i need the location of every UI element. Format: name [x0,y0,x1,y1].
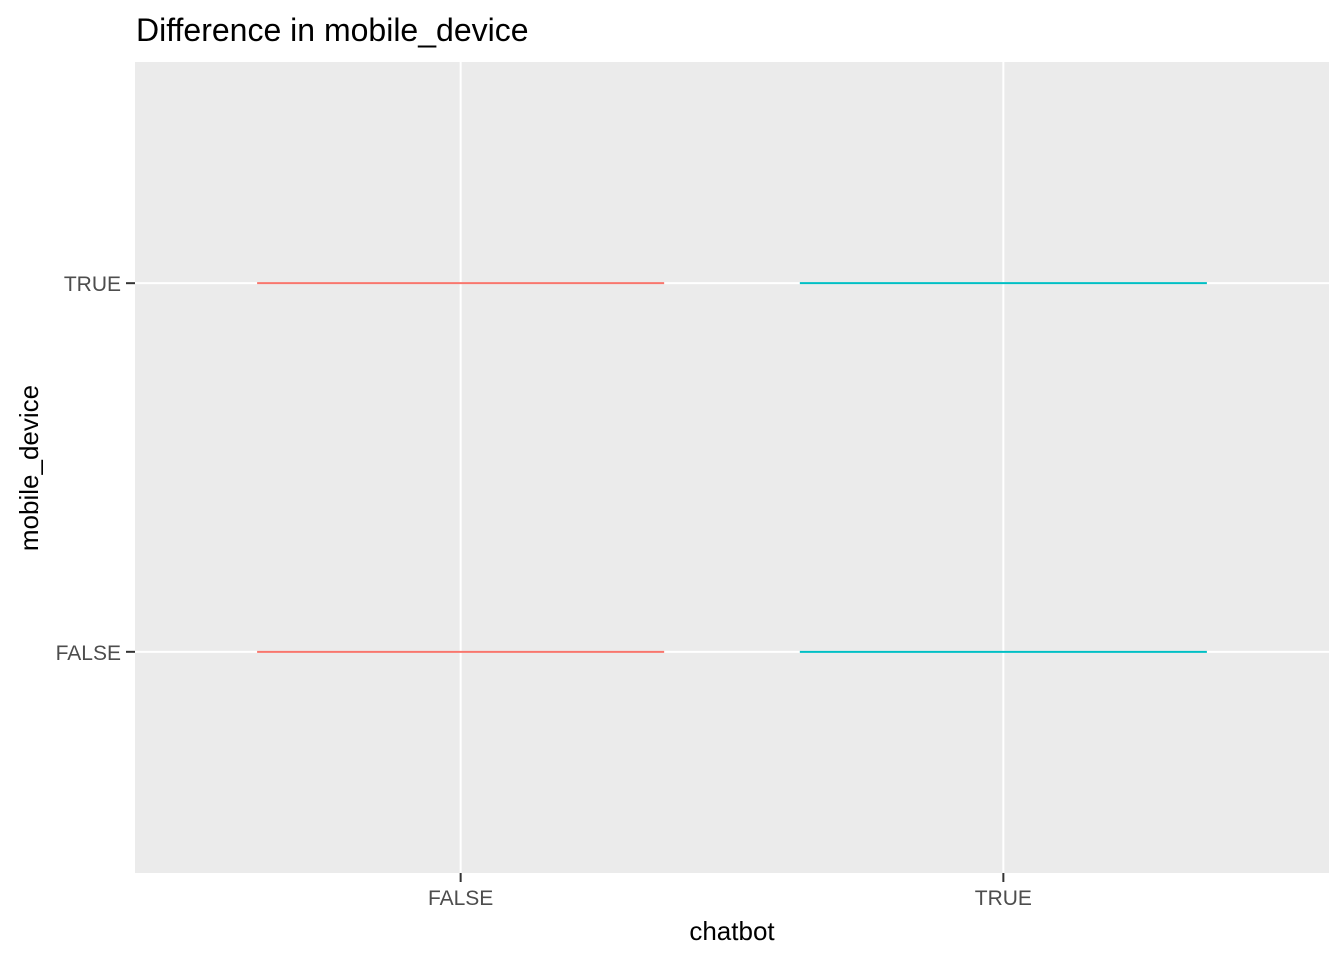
x-axis: FALSE TRUE [428,873,1032,910]
y-tick-label: FALSE [56,642,121,665]
x-tick-label: FALSE [428,887,493,910]
box-marks [257,282,1207,653]
y-axis-title: mobile_device [14,385,44,551]
chart-title: Difference in mobile_device [136,12,529,48]
x-tick-label: TRUE [975,887,1032,910]
plot-panel [135,62,1329,873]
y-axis: FALSE TRUE [56,273,135,665]
y-tick-label: TRUE [64,273,121,296]
x-axis-title: chatbot [689,916,775,946]
